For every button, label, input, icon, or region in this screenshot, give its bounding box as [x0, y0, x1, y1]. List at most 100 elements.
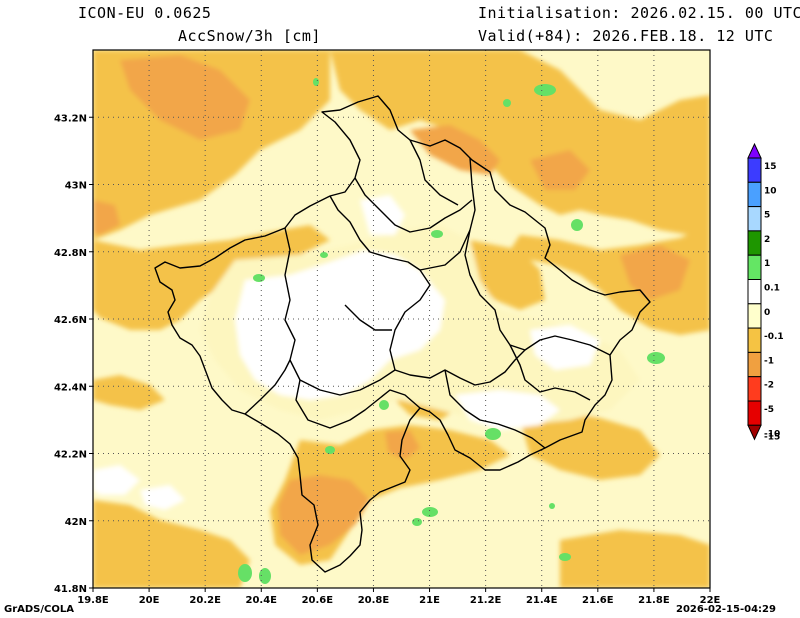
lon-tick-label: 21.2E	[470, 595, 502, 606]
green-patch	[313, 78, 319, 86]
colorbar-swatch	[747, 181, 762, 208]
lon-tick-label: 20.8E	[358, 595, 390, 606]
colorbar-label: 1	[764, 259, 770, 269]
border-line	[354, 177, 473, 233]
orange-region	[560, 530, 710, 588]
border-line	[444, 369, 546, 449]
colorbar-swatch	[747, 351, 762, 378]
green-patch	[422, 507, 438, 517]
orange-region	[520, 410, 660, 480]
colorbar-swatch	[747, 400, 762, 426]
field-layer	[93, 50, 710, 588]
lat-tick-label: 42N	[65, 517, 87, 528]
orange-region	[93, 225, 330, 330]
lat-tick-label: 42.2N	[54, 450, 87, 461]
green-patch	[379, 400, 389, 410]
border-line	[154, 95, 651, 573]
green-patch	[259, 568, 271, 584]
colorbar-label: 15	[764, 162, 777, 172]
dark-orange-region	[93, 200, 120, 235]
colorbar-top-arrow	[747, 142, 762, 159]
axis-ticks: 19.8E 20E 20.2E 20.4E 20.6E 20.8E 21E 21.2E 21.4…	[54, 113, 721, 606]
orange-region	[470, 240, 545, 310]
white-region	[530, 325, 600, 370]
colorbar-label: 5	[764, 211, 770, 221]
lat-tick-label: 42.8N	[54, 248, 87, 259]
valid-time: Valid(+84): 2026.FEB.18. 12 UTC	[478, 27, 774, 45]
lon-tick-label: 21.8E	[638, 595, 670, 606]
lon-tick-label: 20E	[139, 595, 160, 606]
colorbar-swatch	[747, 206, 762, 232]
lon-tick-label: 20.4E	[246, 595, 278, 606]
footer-timestamp: 2026-02-15-04:29	[676, 604, 776, 615]
dark-orange-region	[120, 55, 250, 140]
green-patch	[647, 352, 665, 364]
border-line	[244, 359, 291, 415]
dark-orange-region	[278, 475, 370, 555]
colorbar-label: -5	[764, 405, 774, 415]
colorbar-swatch	[747, 157, 762, 183]
green-patch	[534, 84, 556, 96]
lon-tick-label: 20.6E	[302, 595, 334, 606]
green-patch	[431, 230, 443, 238]
orange-region	[330, 50, 710, 235]
border-line	[509, 344, 591, 401]
footer-credit: GrADS/COLA	[4, 604, 74, 615]
green-patch	[549, 503, 555, 509]
lat-tick-label: 42.6N	[54, 315, 87, 326]
colorbar-swatch	[747, 230, 762, 256]
model-title: ICON-EU 0.0625	[78, 4, 212, 22]
colorbar-label: 0.1	[764, 284, 780, 294]
white-region	[360, 195, 405, 235]
orange-region	[93, 375, 165, 410]
lon-tick-label: 20.2E	[189, 595, 221, 606]
green-patch	[253, 274, 265, 282]
country-borders	[154, 95, 651, 573]
colorbar-swatch	[747, 279, 762, 305]
border-line	[329, 195, 611, 386]
green-patch	[503, 99, 511, 107]
colorbar-label: -1	[764, 356, 774, 366]
green-patch	[325, 446, 335, 454]
border-line	[419, 229, 471, 271]
dark-orange-region	[620, 245, 690, 300]
white-region	[140, 485, 185, 510]
colorbar-label: 10	[764, 186, 777, 196]
green-patch	[485, 428, 501, 440]
dark-orange-region	[530, 150, 590, 190]
init-time: Initialisation: 2026.02.15. 00 UTC	[478, 4, 800, 22]
green-patch	[320, 252, 328, 258]
green-patch	[412, 518, 422, 526]
colorbar-label: 0	[764, 308, 770, 318]
colorbar-swatch	[747, 303, 762, 329]
lon-tick-label: 22E	[700, 595, 721, 606]
lat-tick-label: 41.8N	[54, 584, 87, 595]
lon-tick-label: 21E	[419, 595, 440, 606]
lat-tick-label: 43N	[65, 181, 87, 192]
white-region	[93, 465, 140, 495]
colorbar-swatch	[747, 327, 762, 353]
lon-tick-label: 21.6E	[582, 595, 614, 606]
border-line	[344, 304, 392, 331]
colorbar-label: -0.1	[764, 332, 784, 342]
border-line	[464, 157, 526, 351]
green-patch	[238, 564, 252, 582]
orange-region	[93, 500, 250, 588]
colorbar-label: -15	[764, 432, 780, 442]
lon-tick-label: 21.4E	[526, 595, 558, 606]
green-patches	[238, 78, 665, 584]
green-patch	[559, 553, 571, 561]
colorbar-label: 2	[764, 235, 770, 245]
lat-tick-label: 43.2N	[54, 113, 87, 124]
dark-orange-region	[410, 125, 500, 175]
colorbar: 15 10 5 2 1 0.1 0 -0.1 -1 -2 -5 -10-15	[747, 142, 784, 442]
green-patch	[571, 219, 583, 231]
dark-orange-region	[385, 430, 420, 460]
border-line	[295, 379, 421, 429]
colorbar-bottom-arrow	[747, 424, 762, 441]
colorbar-swatch	[747, 376, 762, 402]
border-line	[409, 139, 459, 206]
lon-tick-label: 19.8E	[77, 595, 109, 606]
lat-tick-label: 42.4N	[54, 382, 87, 393]
colorbar-swatch	[747, 254, 762, 280]
